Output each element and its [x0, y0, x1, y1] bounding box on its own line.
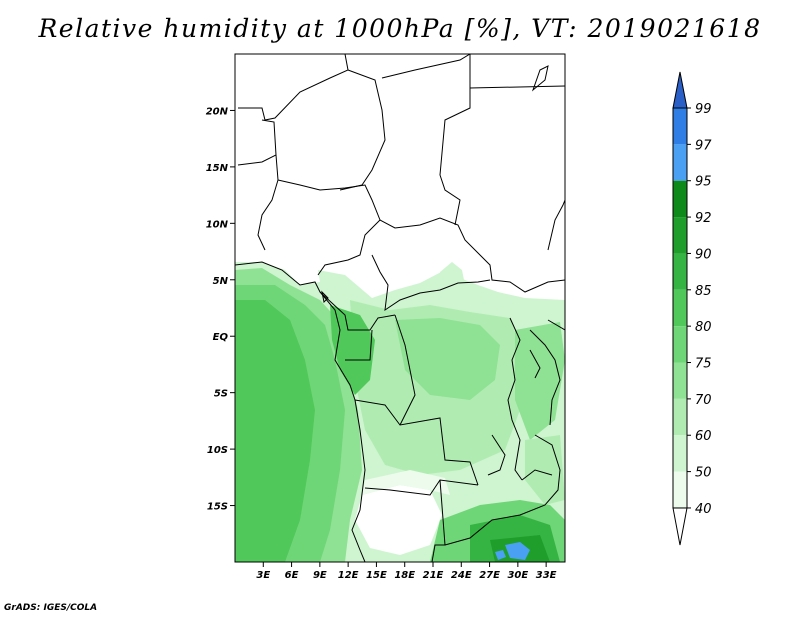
colorbar-segment	[673, 289, 687, 327]
lon-tick-label: 30E	[507, 570, 528, 581]
colorbar-segment	[673, 253, 687, 290]
colorbar-label: 80	[695, 320, 712, 335]
colorbar-label: 92	[695, 211, 712, 226]
lon-tick-label: 24E	[451, 570, 472, 581]
map-frame	[234, 53, 566, 563]
humidity-field	[235, 262, 565, 562]
lon-tick-label: 33E	[536, 570, 557, 581]
lat-tick-label: 20N	[206, 106, 229, 117]
colorbar-label: 85	[695, 284, 712, 299]
colorbar-max-triangle	[672, 71, 688, 109]
lat-tick-label: EQ	[213, 332, 229, 343]
colorbar-min-triangle	[672, 507, 688, 546]
colorbar-label: 75	[695, 357, 712, 372]
colorbar-label: 95	[695, 175, 712, 190]
map-panel	[235, 54, 565, 562]
colorbar-label: 50	[695, 466, 712, 481]
colorbar-label: 60	[695, 429, 712, 444]
colorbar-segment	[673, 108, 687, 145]
lon-tick-label: 27E	[479, 570, 500, 581]
country-borders	[235, 54, 565, 562]
grads-credit: GrADS: IGES/COLA	[4, 603, 98, 613]
map-title: Relative humidity at 1000hPa [%], VT: 20…	[38, 14, 762, 43]
colorbar-segment	[673, 180, 687, 218]
lon-tick-label: 3E	[256, 570, 270, 581]
lat-tick-label: 15N	[206, 163, 229, 174]
lat-tick-label: 5S	[214, 389, 228, 400]
colorbar-segment	[673, 398, 687, 436]
colorbar-segment	[673, 435, 687, 472]
colorbar-label: 40	[695, 502, 712, 517]
lon-tick-label: 15E	[366, 570, 387, 581]
colorbar-label: 70	[695, 393, 712, 408]
lat-tick-label: 5N	[213, 276, 229, 287]
colorbar-segment	[673, 326, 687, 363]
colorbar-segment	[673, 362, 687, 399]
lon-tick-label: 12E	[338, 570, 359, 581]
lon-tick-label: 21E	[423, 570, 444, 581]
lat-tick-label: 10S	[207, 445, 228, 456]
lat-tick-label: 15S	[207, 502, 228, 513]
lon-tick-label: 9E	[313, 570, 327, 581]
colorbar-label: 97	[695, 138, 712, 153]
latitude-axis: 20N 15N 10N 5N EQ 5S 10S 15S	[206, 106, 235, 513]
colorbar: 99 97 95 92 90 85 80 75 70 60 50 40	[672, 71, 712, 546]
lon-tick-label: 6E	[285, 570, 299, 581]
colorbar-label: 99	[695, 102, 712, 117]
lat-tick-label: 10N	[206, 219, 229, 230]
colorbar-segment	[673, 471, 687, 508]
lon-tick-label: 18E	[394, 570, 415, 581]
longitude-axis: 3E 6E 9E 12E 15E 18E 21E 24E 27E 30E 33E	[256, 562, 557, 581]
colorbar-segment	[673, 144, 687, 181]
colorbar-label: 90	[695, 247, 712, 262]
colorbar-segment	[673, 217, 687, 254]
